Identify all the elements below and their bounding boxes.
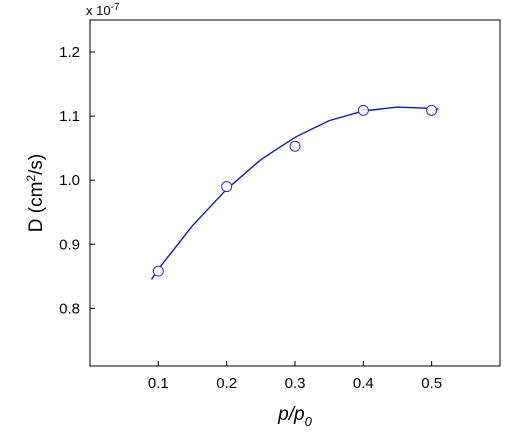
data-point [289,140,301,152]
x-tick-label: 0.5 [421,375,442,392]
y-tick-label: 0.8 [59,300,80,317]
y-multiplier: x 10-7 [86,2,120,18]
y-tick-label: 1.0 [59,172,80,189]
x-axis-ticks: 0.1 0.2 0.3 0.4 0.5 [148,361,442,392]
y-tick-label: 1.2 [59,44,80,61]
fit-curve [150,106,439,280]
y-tick-label: 1.1 [59,108,80,125]
x-axis-title: p/p0 [277,404,312,429]
x-tick-label: 0.2 [216,375,237,392]
data-point [357,104,369,116]
plot-frame [89,19,501,367]
y-tick-label: 0.9 [59,236,80,253]
data-point [152,265,164,277]
x-tick-label: 0.4 [353,375,374,392]
y-axis-ticks: 0.8 0.9 1.0 1.1 1.2 [59,44,95,317]
data-point [426,104,438,116]
y-axis-title: D (cm2/s) [24,154,47,232]
x-tick-label: 0.1 [148,375,169,392]
data-marks [150,104,439,280]
x-tick-label: 0.3 [285,375,306,392]
data-point [221,181,233,193]
